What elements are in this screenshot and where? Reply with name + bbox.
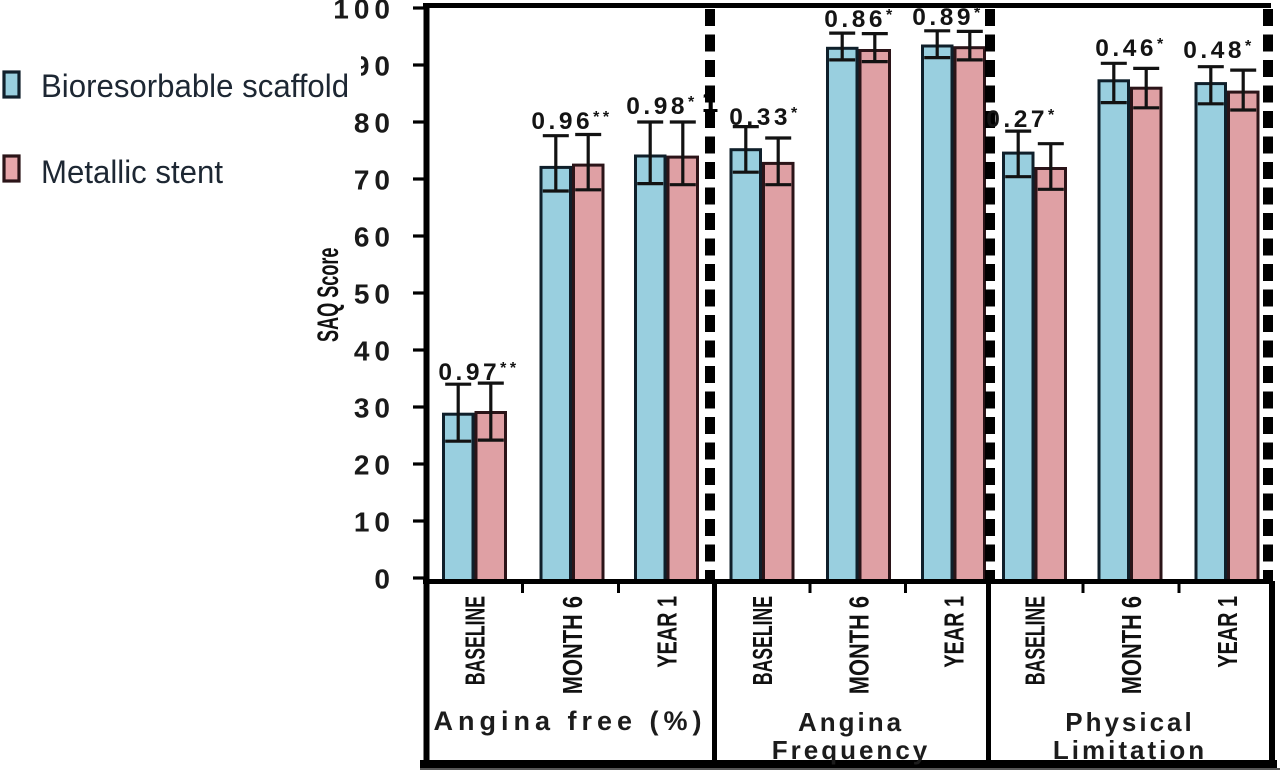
svg-text:1: 1: [702, 86, 719, 119]
svg-text:Angina free (%): Angina free (%): [433, 706, 706, 736]
svg-text:YEAR 1: YEAR 1: [652, 596, 683, 668]
svg-text:MONTH 6: MONTH 6: [1116, 596, 1147, 694]
svg-text:Frequency: Frequency: [772, 735, 931, 765]
svg-text:30: 30: [354, 393, 395, 424]
svg-text:40: 40: [354, 336, 395, 367]
svg-text:0.89*: 0.89*: [912, 4, 983, 31]
svg-text:BASELINE: BASELINE: [459, 596, 490, 685]
svg-text:20: 20: [354, 450, 395, 481]
svg-text:100: 100: [333, 0, 395, 25]
svg-text:Physical: Physical: [1065, 707, 1195, 737]
svg-text:0.46*: 0.46*: [1095, 35, 1166, 62]
svg-text:Metallic stent: Metallic stent: [41, 153, 223, 190]
svg-text:MONTH 6: MONTH 6: [557, 596, 588, 694]
svg-text:0.27*: 0.27*: [986, 106, 1057, 133]
svg-text:0.98*: 0.98*: [626, 93, 697, 120]
svg-text:MONTH 6: MONTH 6: [844, 596, 875, 694]
svg-text:0.33*: 0.33*: [729, 104, 800, 131]
svg-text:Bioresorbable scaffold: Bioresorbable scaffold: [41, 67, 349, 104]
svg-text:BASELINE: BASELINE: [747, 596, 778, 685]
svg-text:60: 60: [354, 222, 395, 253]
svg-text:YEAR 1: YEAR 1: [939, 596, 970, 668]
svg-text:0.86*: 0.86*: [824, 6, 895, 33]
svg-text:0: 0: [374, 564, 395, 595]
svg-text:80: 80: [354, 108, 395, 139]
svg-text:Angina: Angina: [798, 707, 904, 737]
svg-text:SAQ Score: SAQ Score: [313, 248, 346, 342]
svg-text:YEAR 1: YEAR 1: [1213, 596, 1244, 668]
svg-text:50: 50: [354, 279, 395, 310]
svg-text:10: 10: [354, 507, 395, 538]
svg-text:BASELINE: BASELINE: [1019, 596, 1050, 685]
svg-text:Limitation: Limitation: [1053, 735, 1207, 765]
svg-text:0.48*: 0.48*: [1183, 37, 1254, 64]
svg-text:70: 70: [354, 165, 395, 196]
